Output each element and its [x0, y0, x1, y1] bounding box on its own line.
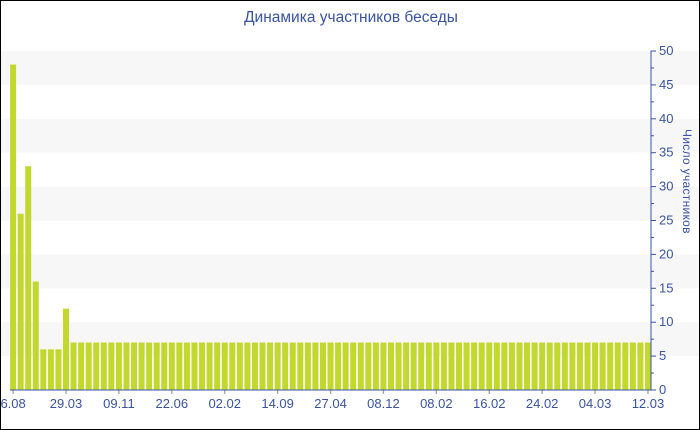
svg-text:15: 15 [659, 280, 673, 295]
svg-text:35: 35 [659, 145, 673, 160]
svg-text:10: 10 [659, 314, 673, 329]
svg-text:40: 40 [659, 111, 673, 126]
svg-text:24.02: 24.02 [526, 396, 559, 411]
svg-text:20: 20 [659, 246, 673, 261]
svg-text:12.03: 12.03 [632, 396, 665, 411]
svg-text:14.09: 14.09 [261, 396, 294, 411]
svg-text:45: 45 [659, 77, 673, 92]
svg-text:30: 30 [659, 179, 673, 194]
svg-text:09.11: 09.11 [103, 396, 135, 411]
svg-text:04.03: 04.03 [579, 396, 612, 411]
svg-text:25: 25 [659, 213, 673, 228]
svg-text:08.02: 08.02 [420, 396, 453, 411]
svg-text:16.02: 16.02 [473, 396, 506, 411]
svg-text:02.02: 02.02 [208, 396, 241, 411]
svg-text:6.08: 6.08 [1, 396, 26, 411]
svg-text:29.03: 29.03 [50, 396, 83, 411]
svg-text:22.06: 22.06 [156, 396, 189, 411]
svg-text:0: 0 [659, 382, 666, 397]
svg-text:08.12: 08.12 [367, 396, 400, 411]
svg-text:27.04: 27.04 [314, 396, 347, 411]
svg-text:50: 50 [659, 43, 673, 58]
svg-text:5: 5 [659, 348, 666, 363]
